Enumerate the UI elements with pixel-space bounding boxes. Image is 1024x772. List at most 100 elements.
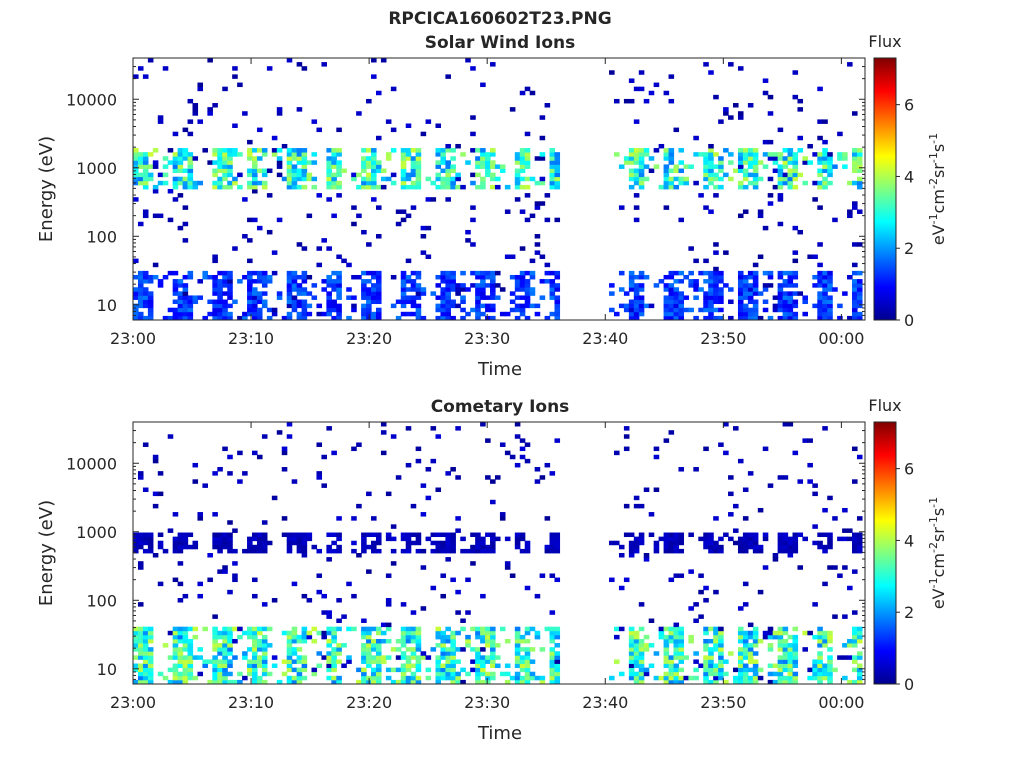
heatmap-cell bbox=[554, 164, 561, 169]
heatmap-cell bbox=[425, 225, 432, 231]
heatmap-cell bbox=[847, 536, 853, 542]
heatmap-cell bbox=[718, 651, 724, 656]
heatmap-cell bbox=[242, 274, 248, 280]
heatmap-cell bbox=[460, 270, 466, 276]
heatmap-cell bbox=[792, 450, 799, 456]
heatmap-cell bbox=[718, 536, 724, 542]
heatmap-cell bbox=[792, 250, 799, 255]
heatmap-cell bbox=[405, 675, 412, 681]
heatmap-cell bbox=[638, 152, 645, 157]
heatmap-cell bbox=[445, 164, 451, 169]
heatmap-cell bbox=[410, 311, 417, 317]
heatmap-cell bbox=[326, 164, 332, 169]
heatmap-cell bbox=[445, 532, 451, 538]
heatmap-cell bbox=[529, 270, 536, 276]
heatmap-cell bbox=[261, 602, 268, 607]
heatmap-cell bbox=[718, 544, 724, 550]
heatmap-cell bbox=[638, 164, 645, 169]
heatmap-cell bbox=[445, 270, 451, 276]
heatmap-cell bbox=[688, 569, 694, 574]
heatmap-cell bbox=[663, 544, 670, 550]
heatmap-cell bbox=[147, 630, 154, 636]
heatmap-cell bbox=[638, 540, 645, 546]
heatmap-cell bbox=[326, 614, 332, 619]
heatmap-cell bbox=[460, 548, 466, 554]
heatmap-cell bbox=[296, 638, 303, 644]
heatmap-cell bbox=[673, 667, 680, 673]
heatmap-cell bbox=[450, 638, 456, 644]
heatmap-cell bbox=[420, 250, 427, 255]
heatmap-cell bbox=[812, 540, 818, 546]
heatmap-cell bbox=[133, 655, 139, 660]
heatmap-cell bbox=[762, 565, 769, 570]
heatmap-cell bbox=[638, 626, 645, 632]
heatmap-cell bbox=[247, 663, 253, 669]
heatmap-cell bbox=[217, 544, 223, 550]
heatmap-cell bbox=[480, 291, 486, 296]
heatmap-cell bbox=[777, 643, 784, 648]
heatmap-cell bbox=[787, 679, 794, 685]
heatmap-cell bbox=[757, 589, 764, 595]
heatmap-cell bbox=[852, 659, 858, 664]
heatmap-cell bbox=[366, 655, 372, 660]
heatmap-cell bbox=[663, 180, 670, 186]
heatmap-cell bbox=[792, 634, 799, 640]
colorbar-label: Flux bbox=[868, 396, 901, 415]
heatmap-cell bbox=[856, 663, 863, 669]
heatmap-cell bbox=[182, 659, 189, 664]
heatmap-cell bbox=[425, 675, 432, 681]
heatmap-cell bbox=[410, 205, 417, 210]
heatmap-cell bbox=[713, 291, 719, 296]
heatmap-cell bbox=[405, 655, 412, 660]
heatmap-cell bbox=[852, 262, 858, 268]
heatmap-cell bbox=[772, 553, 779, 558]
heatmap-cell bbox=[366, 242, 372, 247]
heatmap-cell bbox=[638, 299, 645, 305]
heatmap-cell bbox=[450, 156, 456, 161]
heatmap-cell bbox=[371, 516, 377, 521]
heatmap-cell bbox=[609, 291, 615, 296]
x-tick-label: 00:00 bbox=[818, 329, 864, 348]
heatmap-cell bbox=[237, 152, 243, 157]
heatmap-cell bbox=[291, 184, 298, 190]
heatmap-cell bbox=[400, 217, 407, 223]
heatmap-cell bbox=[197, 671, 204, 677]
heatmap-cell bbox=[480, 279, 486, 284]
heatmap-cell bbox=[787, 536, 794, 542]
heatmap-cell bbox=[623, 446, 630, 452]
heatmap-cell bbox=[331, 532, 337, 538]
heatmap-cell bbox=[490, 671, 496, 677]
heatmap-cell bbox=[256, 311, 263, 317]
heatmap-cell bbox=[425, 119, 432, 124]
heatmap-cell bbox=[331, 283, 337, 288]
heatmap-cell bbox=[276, 172, 283, 178]
heatmap-cell bbox=[480, 647, 486, 652]
heatmap-cell bbox=[638, 655, 645, 660]
colorbar-tick-label: 0 bbox=[904, 675, 914, 694]
heatmap-cell bbox=[549, 659, 556, 664]
heatmap-cell bbox=[752, 307, 759, 313]
heatmap-cell bbox=[435, 172, 442, 178]
heatmap-cell bbox=[296, 671, 303, 677]
heatmap-cell bbox=[723, 283, 729, 288]
heatmap-cell bbox=[668, 548, 675, 554]
heatmap-cell bbox=[415, 655, 422, 660]
heatmap-cell bbox=[177, 299, 184, 305]
heatmap-cell bbox=[137, 651, 144, 656]
heatmap-cell bbox=[663, 315, 670, 321]
heatmap-cell bbox=[405, 176, 412, 182]
heatmap-cell bbox=[470, 172, 476, 178]
heatmap-cell bbox=[485, 168, 491, 174]
heatmap-cell bbox=[400, 679, 407, 685]
heatmap-cell bbox=[261, 283, 268, 288]
heatmap-cell bbox=[197, 593, 204, 599]
heatmap-cell bbox=[752, 262, 759, 268]
heatmap-cell bbox=[703, 630, 709, 636]
heatmap-cell bbox=[480, 164, 486, 169]
heatmap-cell bbox=[490, 655, 496, 660]
heatmap-cell bbox=[490, 184, 496, 190]
heatmap-cell bbox=[822, 148, 828, 153]
heatmap-cell bbox=[375, 299, 382, 305]
heatmap-cell bbox=[266, 315, 273, 321]
heatmap-cell bbox=[817, 667, 823, 673]
